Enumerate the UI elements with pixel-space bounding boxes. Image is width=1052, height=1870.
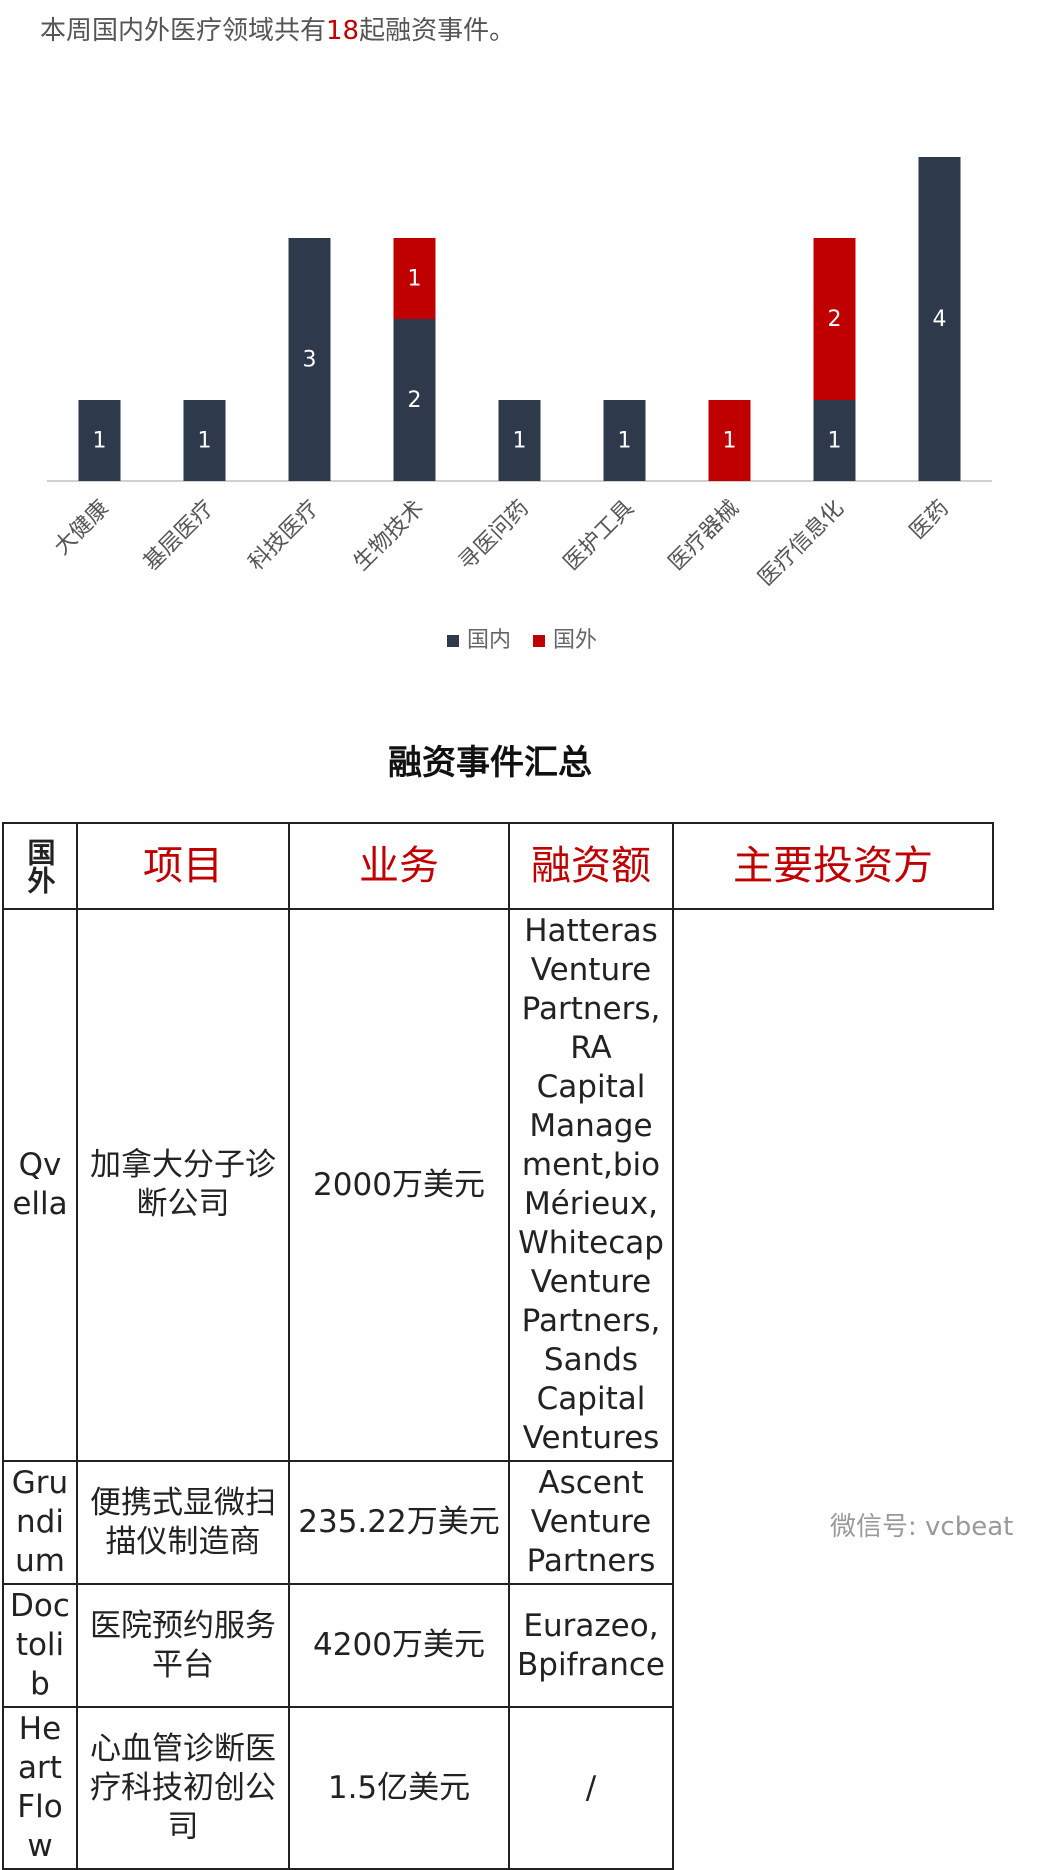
data-label: 3 <box>303 348 317 373</box>
bar <box>78 400 121 481</box>
table-cell: HeartFlow <box>2 1706 78 1870</box>
legend-label: 国外 <box>553 628 597 653</box>
x-tick-label: 医疗信息化 <box>754 496 849 591</box>
table-row: HeartFlow 心血管诊断医疗科技初创公司 1.5亿美元 / <box>2 1706 993 1870</box>
bar <box>393 238 436 319</box>
intro: 本周国内外医疗领域共有18起融资事件。 <box>40 10 515 47</box>
data-label: 1 <box>513 429 527 454</box>
table-row: Grundium 便携式显微扫描仪制造商 235.22万美元 Ascent Ventu… <box>2 1460 993 1585</box>
table-cell: 加拿大分子诊断公司 <box>76 908 290 1462</box>
bar <box>603 400 646 481</box>
header-cell: 业务 <box>288 822 510 910</box>
data-label: 1 <box>408 267 422 292</box>
bar <box>918 157 961 481</box>
table-cell: Hatteras Venture Partners,RA Capital Man… <box>508 908 674 1462</box>
header-cell: 项目 <box>76 822 290 910</box>
data-label: 2 <box>828 307 842 332</box>
x-tick-label: 寻医问药 <box>454 496 534 576</box>
bar <box>813 238 856 400</box>
legend-label: 国内 <box>467 628 511 653</box>
x-tick-label: 医疗器械 <box>664 496 744 576</box>
table-cell: / <box>508 1706 674 1870</box>
data-label: 2 <box>408 388 422 413</box>
bar <box>813 400 856 481</box>
bar <box>288 238 331 481</box>
table-cell: 1.5亿美元 <box>288 1706 510 1870</box>
intro-count: 18 <box>326 16 360 46</box>
legend-swatch <box>447 635 459 647</box>
table-cell: 心血管诊断医疗科技初创公司 <box>76 1706 290 1870</box>
header-row: 国外 项目 业务 融资额 主要投资方 <box>2 822 994 910</box>
data-label: 4 <box>933 307 947 332</box>
page: 本周国内外医疗领域共有18起融资事件。 1 大健康 1 基层医疗 3 科技医疗 2 1 生物技术… <box>2 10 1014 1870</box>
x-tick-label: 科技医疗 <box>244 496 324 576</box>
legend-swatch <box>533 635 546 647</box>
chart: 1 大健康 1 基层医疗 3 科技医疗 2 1 生物技术 1 寻医问药 1 医护工具 1 医疗器械 1 2 医疗信… <box>47 157 992 653</box>
table-cell: Eurazeo,Bpifrance <box>508 1583 674 1708</box>
x-tick-label: 生物技术 <box>349 496 429 576</box>
header-cell: 主要投资方 <box>672 822 994 910</box>
bar <box>498 400 541 481</box>
bar <box>393 319 436 481</box>
data-label: 1 <box>828 429 842 454</box>
table-cell: 医院预约服务平台 <box>76 1583 290 1708</box>
data-label: 1 <box>723 429 737 454</box>
table-cell: Ascent Venture Partners <box>508 1460 674 1585</box>
bar <box>183 400 226 481</box>
x-tick-label: 医护工具 <box>559 496 639 576</box>
data-label: 1 <box>93 429 107 454</box>
header-cell: 融资额 <box>508 822 674 910</box>
x-tick-label: 医药 <box>905 496 954 545</box>
table-cell: 4200万美元 <box>288 1583 510 1708</box>
table-cell: Doctolib <box>2 1583 78 1708</box>
bar <box>708 400 751 481</box>
table-cell: 便携式显微扫描仪制造商 <box>76 1460 290 1585</box>
intro-text: 起融资事件。 <box>359 16 516 46</box>
table-cell: 235.22万美元 <box>288 1460 510 1585</box>
table-cell: 2000万美元 <box>288 908 510 1462</box>
table-row: Qvella 加拿大分子诊断公司 2000万美元 Hatteras Venture P… <box>2 908 993 1462</box>
table-title: 融资事件汇总 <box>388 743 592 783</box>
table-cell: Grundium <box>2 1460 78 1585</box>
table-cell: Qvella <box>2 908 78 1462</box>
intro-text: 本周国内外医疗领域共有 <box>40 16 327 46</box>
x-tick-label: 大健康 <box>50 496 114 560</box>
table-row: Doctolib 医院预约服务平台 4200万美元 Eurazeo,Bpifrance <box>2 1583 993 1708</box>
x-tick-label: 基层医疗 <box>139 496 219 576</box>
table: 国外 项目 业务 融资额 主要投资方 Qvella 加拿大分子诊断公司 2000万美… <box>2 822 994 1870</box>
watermark: 微信号: vcbeat <box>830 1512 1014 1542</box>
group-label: 国外 <box>2 822 78 910</box>
data-label: 1 <box>198 429 212 454</box>
data-label: 1 <box>618 429 632 454</box>
